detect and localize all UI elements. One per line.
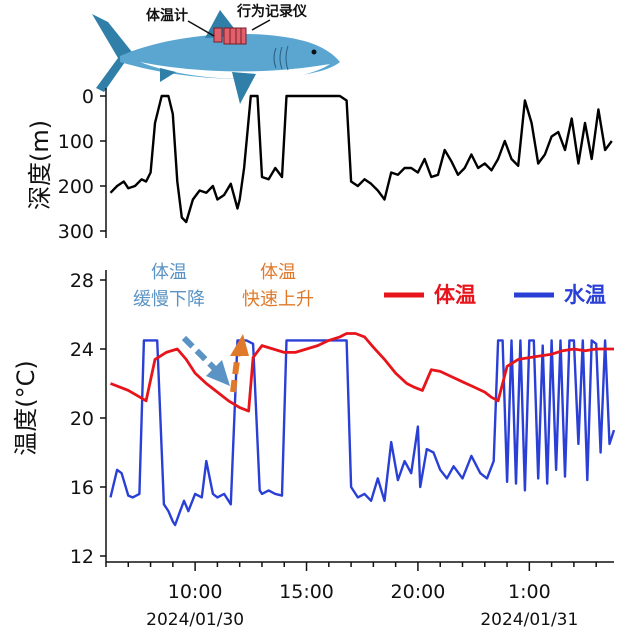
depth-tick-label: 200 [58, 176, 94, 198]
depth-panel: 0 100 200 300 深度(m) [26, 86, 613, 243]
time-tick-label: 1:00 [508, 581, 551, 603]
shark-pectoral-fin [232, 72, 256, 104]
temp-tick-label: 20 [70, 408, 94, 430]
thermometer-label: 体温计 [146, 7, 188, 24]
depth-y-label: 深度(m) [26, 120, 54, 210]
annotation-fast-line1: 体温 [260, 262, 296, 283]
fast-arrow-head [230, 334, 249, 356]
annotation-fast-line2: 快速上升 [242, 289, 314, 310]
legend: 体温 水温 [384, 283, 606, 307]
temp-tick-label: 24 [70, 339, 94, 361]
temp-tick-label: 12 [70, 546, 94, 568]
shark-pelvic-fin [160, 68, 176, 82]
behavior-logger-icon [223, 27, 247, 45]
depth-tick-label: 300 [58, 221, 94, 243]
logger-label: 行为记录仪 [236, 3, 308, 20]
legend-body-label: 体温 [434, 283, 476, 307]
shark-belly [140, 62, 330, 80]
time-tick-label: 20:00 [391, 581, 446, 603]
temperature-panel: 12 16 20 24 28 10:00 15:00 20:00 1:00 2024/01/30… [12, 262, 616, 630]
slow-arrow-shaft [181, 335, 219, 373]
fast-arrow-shaft [230, 351, 241, 393]
depth-tick-label: 100 [58, 131, 94, 153]
date-label: 2024/01/31 [480, 610, 578, 630]
temp-y-label: 温度(°C) [12, 360, 40, 455]
annotation-fast-rise: 体温 快速上升 [230, 262, 314, 393]
date-label: 2024/01/30 [146, 610, 244, 630]
time-tick-label: 10:00 [168, 581, 223, 603]
depth-series-line [109, 94, 613, 224]
shark-eye [311, 49, 317, 55]
shark-illustration: 体温计 行为记录仪 [92, 3, 340, 104]
annotation-slow-decline: 体温 缓慢下降 [133, 262, 230, 386]
temp-tick-label: 28 [70, 270, 94, 292]
shark-tail [92, 14, 132, 92]
annotation-slow-line1: 体温 [151, 262, 187, 283]
slow-arrow-head [206, 360, 230, 386]
temp-tick-label: 16 [70, 477, 94, 499]
annotation-slow-line2: 缓慢下降 [133, 289, 205, 310]
water-temp-series-line [109, 339, 616, 527]
body-temp-series-line [110, 332, 614, 413]
thermometer-tag-icon [213, 27, 223, 43]
time-tick-label: 15:00 [279, 581, 334, 603]
legend-water-label: 水温 [564, 283, 606, 307]
depth-tick-label: 0 [82, 86, 94, 108]
